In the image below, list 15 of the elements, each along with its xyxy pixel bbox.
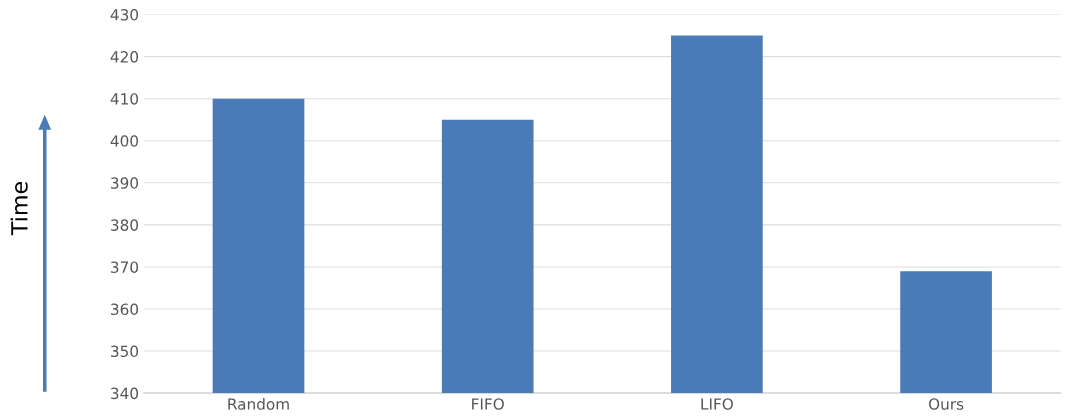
y-tick-label: 380 xyxy=(111,219,139,231)
y-tick-label: 410 xyxy=(110,93,139,105)
y-tick-label: 370 xyxy=(111,261,139,273)
x-tick-label: LIFO xyxy=(701,398,733,410)
x-tick-label: Ours xyxy=(928,398,964,410)
y-tick-label: 400 xyxy=(110,135,139,147)
y-tick-label: 430 xyxy=(110,9,139,21)
x-tick-label: Random xyxy=(228,397,289,410)
y-tick-label: 390 xyxy=(111,177,139,189)
y-tick-label: 340 xyxy=(111,387,139,400)
y-tick-label: 350 xyxy=(111,345,139,358)
x-tick-label: FIFO xyxy=(472,398,504,410)
y-axis-title: Time xyxy=(10,182,28,236)
y-tick-label: 420 xyxy=(110,51,139,63)
y-tick-label: 360 xyxy=(111,303,139,316)
